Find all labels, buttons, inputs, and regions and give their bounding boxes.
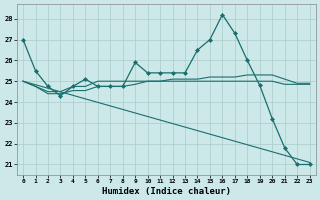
X-axis label: Humidex (Indice chaleur): Humidex (Indice chaleur) xyxy=(102,187,231,196)
